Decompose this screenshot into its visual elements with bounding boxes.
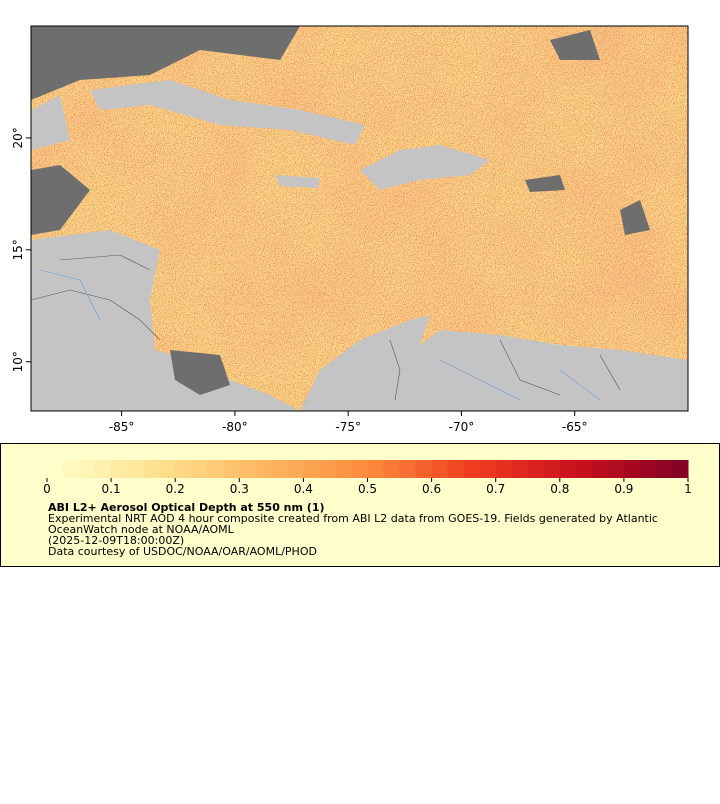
colorbar-segment [127, 460, 144, 478]
colorbar-segment [415, 460, 433, 478]
colorbar-segment [383, 460, 401, 478]
colorbar-segment [639, 460, 657, 478]
x-tick-label: -75° [335, 420, 361, 434]
y-tick-label: 20° [11, 127, 25, 148]
borders [31, 254, 621, 401]
land-jamaica [275, 175, 320, 188]
colorbar-segment [431, 460, 449, 478]
colorbar-segment [287, 460, 304, 478]
colorbar-segment [671, 460, 689, 478]
colorbar-segment [351, 460, 368, 478]
legend-line: OceanWatch node at NOAA/AOML [48, 523, 235, 536]
colorbar-segment [399, 460, 417, 478]
x-tick-label: -70° [449, 420, 475, 434]
legend-title: ABI L2+ Aerosol Optical Depth at 550 nm … [48, 501, 325, 514]
colorbar-tick-label: 0.8 [550, 482, 569, 496]
colorbar-segment [111, 460, 128, 478]
colorbar-tick-label: 0.4 [294, 482, 313, 496]
colorbar-tick-label: 0.2 [166, 482, 185, 496]
colorbar-segment [463, 460, 481, 478]
colorbar-segment [367, 460, 385, 478]
colorbar-segment [479, 460, 497, 478]
colorbar-segment [575, 460, 593, 478]
colorbar-segment [79, 460, 96, 478]
x-tick-label: -80° [222, 420, 248, 434]
colorbar-segment [239, 460, 256, 478]
colorbar-segment [95, 460, 112, 478]
colorbar-tick-label: 0.6 [422, 482, 441, 496]
colorbar-segment [623, 460, 641, 478]
colorbar-tick-label: 0.5 [358, 482, 377, 496]
legend-line: Experimental NRT AOD 4 hour composite cr… [48, 512, 658, 525]
colorbar-segment [191, 460, 208, 478]
colorbar-segment [511, 460, 529, 478]
colorbar-tick-label: 0 [43, 482, 51, 496]
colorbar-segment [63, 460, 80, 478]
colorbar-segment [543, 460, 561, 478]
colorbar-tick-label: 0.7 [486, 482, 505, 496]
colorbar-segment [207, 460, 224, 478]
colorbar-tick-label: 0.9 [614, 482, 633, 496]
land-cuba [90, 80, 365, 145]
colorbar-segment [559, 460, 577, 478]
legend-line: (2025-12-09T18:00:00Z) [48, 534, 184, 547]
colorbar-segment [655, 460, 673, 478]
no-data-area [170, 350, 230, 395]
colorbar-segment [159, 460, 176, 478]
x-tick-label: -65° [562, 420, 588, 434]
colorbar-segment [303, 460, 320, 478]
colorbar-tick-label: 0.1 [102, 482, 121, 496]
colorbar-tick-label: 1 [684, 482, 692, 496]
y-tick-label: 10° [11, 351, 25, 372]
colorbar-segment [223, 460, 240, 478]
no-data-area [525, 30, 650, 235]
land [31, 95, 70, 150]
plot-frame [30, 25, 689, 412]
no-data-area [31, 165, 90, 235]
x-tick-label: -85° [109, 420, 135, 434]
colorbar-segment [319, 460, 336, 478]
colorbar-segment [255, 460, 272, 478]
colorbar-segment [143, 460, 160, 478]
colorbar-segment [447, 460, 465, 478]
colorbar-segment [495, 460, 513, 478]
colorbar-segment [47, 460, 64, 478]
land-hispaniola [360, 145, 490, 190]
rivers [39, 269, 601, 401]
colorbar-segment [591, 460, 609, 478]
colorbar-tick-label: 0.3 [230, 482, 249, 496]
colorbar-segment [271, 460, 288, 478]
land-central-america [31, 230, 300, 411]
colorbar-segment [607, 460, 625, 478]
y-tick-label: 15° [11, 239, 25, 260]
no-data-area [31, 26, 300, 100]
colorbar-segment [335, 460, 352, 478]
map-area [31, 26, 688, 411]
colorbar-segment [527, 460, 545, 478]
legend-line: Data courtesy of USDOC/NOAA/OAR/AOML/PHO… [48, 545, 317, 558]
colorbar-segment [175, 460, 192, 478]
